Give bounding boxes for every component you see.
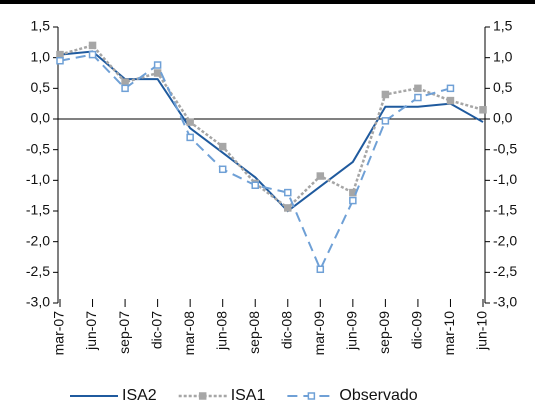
point xyxy=(316,265,325,274)
y-tick-label: -3,0 xyxy=(26,294,50,310)
point xyxy=(56,56,64,65)
legend-label: ISA2 xyxy=(122,387,157,404)
point xyxy=(186,118,194,126)
y-tick-label: 0,0 xyxy=(31,110,51,126)
legend-marker xyxy=(198,392,207,400)
point xyxy=(479,106,487,114)
point xyxy=(381,117,390,125)
x-tick-label: jun-08 xyxy=(213,311,229,351)
x-tick-label: mar-09 xyxy=(311,311,327,356)
x-tick-label: dic-09 xyxy=(409,311,425,349)
y-tick-label: 1,0 xyxy=(31,48,51,64)
point xyxy=(153,69,162,77)
y-tick-label: -0,5 xyxy=(26,140,50,156)
y-tick-label: -1,5 xyxy=(26,202,50,218)
series-line xyxy=(59,43,484,210)
y-tick-label: 1,5 xyxy=(31,18,51,34)
point xyxy=(218,165,227,174)
point xyxy=(121,78,129,86)
y2-tick-label: -3,0 xyxy=(493,294,517,310)
y-tick-label: 0,5 xyxy=(31,79,51,95)
point xyxy=(153,61,162,69)
x-tick-label: mar-08 xyxy=(181,311,197,356)
point xyxy=(251,181,259,189)
point xyxy=(88,50,97,59)
point xyxy=(381,90,390,99)
y2-tick-label: 0,5 xyxy=(493,79,513,95)
point xyxy=(284,188,292,197)
point xyxy=(88,41,97,50)
y2-tick-label: -0,5 xyxy=(493,140,517,156)
point xyxy=(284,204,292,212)
point xyxy=(414,93,422,102)
legend-label: ISA1 xyxy=(231,387,266,404)
x-tick-label: jun-10 xyxy=(474,311,490,351)
x-tick-label: jun-07 xyxy=(83,311,99,351)
y2-tick-label: 1,0 xyxy=(493,48,513,64)
point xyxy=(121,84,129,93)
y-tick-label: -2,5 xyxy=(26,263,50,279)
y2-tick-label: -2,0 xyxy=(493,232,517,248)
y2-tick-label: -1,5 xyxy=(493,202,517,218)
point xyxy=(446,84,455,93)
point xyxy=(56,50,64,59)
point xyxy=(186,133,194,142)
x-tick-label: sep-08 xyxy=(246,311,262,354)
point xyxy=(316,172,325,180)
top-rule xyxy=(0,0,535,4)
x-tick-label: sep-09 xyxy=(376,311,392,354)
x-tick-label: dic-08 xyxy=(278,311,294,349)
y-tick-label: -2,0 xyxy=(26,232,50,248)
legend-label: Observado xyxy=(339,387,417,404)
x-tick-label: dic-07 xyxy=(148,311,164,349)
legend-marker xyxy=(307,392,316,400)
point xyxy=(349,196,357,205)
y2-tick-label: 0,0 xyxy=(493,110,513,126)
point xyxy=(446,96,455,105)
x-tick-label: jun-09 xyxy=(344,311,360,351)
y2-tick-label: -2,5 xyxy=(493,263,517,279)
series-line xyxy=(59,53,451,272)
x-tick-label: sep-07 xyxy=(116,311,132,354)
y2-tick-label: -1,0 xyxy=(493,171,517,187)
point xyxy=(218,142,227,151)
point xyxy=(414,84,422,93)
series-line xyxy=(59,50,484,213)
x-tick-label: mar-07 xyxy=(51,311,67,356)
y2-tick-label: 1,5 xyxy=(493,18,513,34)
x-tick-label: mar-10 xyxy=(441,311,457,356)
y-tick-label: -1,0 xyxy=(26,171,50,187)
